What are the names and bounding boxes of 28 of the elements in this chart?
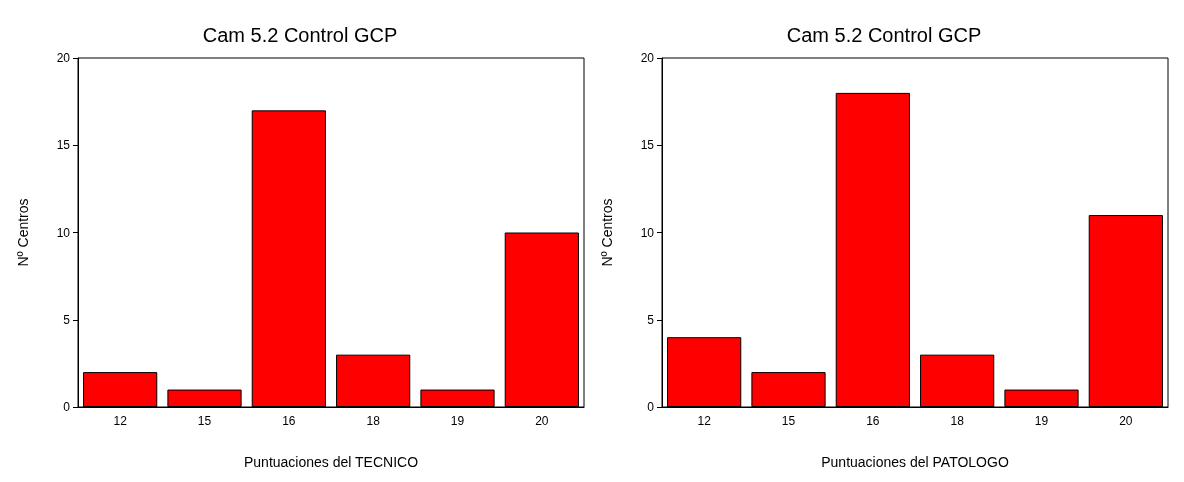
x-tick-label: 18 <box>366 414 381 428</box>
y-tick-label: 5 <box>63 312 71 327</box>
y-tick-label: 20 <box>640 51 655 65</box>
y-tick-label: 10 <box>56 225 71 240</box>
x-tick-label: 20 <box>535 414 549 428</box>
x-tick-label: 19 <box>450 414 465 428</box>
x-axis-title: Puntuaciones del TECNICO <box>243 454 419 470</box>
x-axis-title: Puntuaciones del PATOLOGO <box>821 454 1009 470</box>
x-tick-label: 16 <box>866 414 880 428</box>
y-axis-title: Nº Centros <box>599 198 615 267</box>
x-tick-label: 20 <box>1119 414 1133 428</box>
chart-title: Cam 5.2 Control GCP <box>202 24 398 46</box>
x-tick-label: 19 <box>1034 414 1049 428</box>
x-tick-label: 16 <box>282 414 296 428</box>
y-tick-label: 15 <box>640 138 655 153</box>
chart-title: Cam 5.2 Control GCP <box>786 24 982 46</box>
x-tick-label: 15 <box>781 414 796 428</box>
y-axis-title: Nº Centros <box>15 198 31 267</box>
x-tick-label: 15 <box>197 414 212 428</box>
x-tick-label: 18 <box>950 414 965 428</box>
x-tick-label: 12 <box>697 414 712 428</box>
y-tick-label: 20 <box>56 51 71 65</box>
x-tick-label: 12 <box>113 414 128 428</box>
y-tick-label: 0 <box>647 400 655 414</box>
y-tick-label: 10 <box>640 225 655 240</box>
y-tick-label: 15 <box>56 138 71 153</box>
y-tick-label: 5 <box>647 312 655 327</box>
y-tick-label: 0 <box>63 400 71 414</box>
